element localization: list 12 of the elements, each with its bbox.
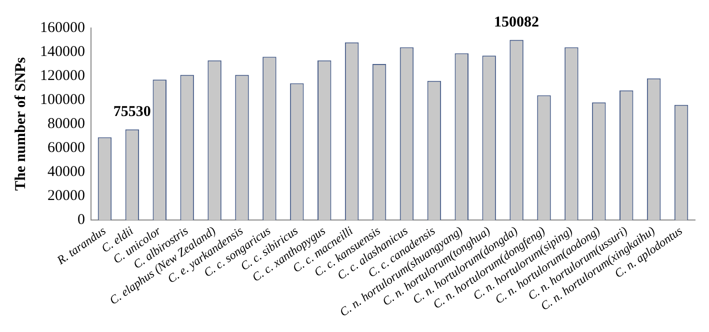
y-tick-label: 120000: [40, 68, 85, 84]
y-tick-label: 140000: [40, 44, 85, 60]
y-tick-label: 160000: [40, 20, 85, 36]
data-label: 75530: [113, 104, 151, 120]
y-axis-title: The number of SNPs: [12, 57, 29, 191]
y-tick-label: 80000: [48, 116, 85, 132]
data-label: 150082: [494, 14, 540, 30]
y-tick-label: 100000: [40, 92, 85, 108]
y-tick-label: 20000: [48, 188, 85, 204]
y-tick-label: 40000: [48, 164, 85, 180]
y-tick-label: 60000: [48, 140, 85, 156]
y-tick-label: 0: [78, 212, 85, 228]
